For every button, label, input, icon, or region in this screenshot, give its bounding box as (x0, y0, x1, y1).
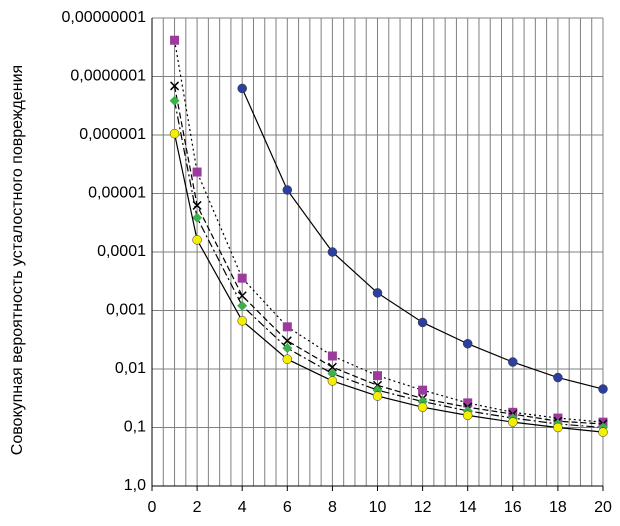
marker (417, 402, 428, 412)
marker (598, 417, 608, 427)
series-line (173, 40, 604, 423)
marker (170, 35, 180, 45)
marker (598, 427, 608, 437)
marker (282, 354, 293, 364)
y-tick-label: 0,000001 (79, 126, 146, 143)
marker (282, 343, 293, 354)
marker (192, 212, 203, 223)
x-tick-label: 8 (328, 499, 337, 516)
marker (169, 95, 180, 106)
x-tick-label: 4 (238, 499, 247, 516)
marker (192, 167, 202, 177)
marker (553, 413, 563, 423)
x-tick-label: 10 (369, 499, 387, 516)
marker (327, 368, 338, 379)
marker (553, 422, 563, 433)
y-axis-title: Совокупная вероятность усталостного повр… (9, 65, 26, 455)
x-tick-label: 12 (414, 499, 432, 516)
y-tick-label: 0,0000001 (70, 68, 146, 85)
marker (237, 316, 247, 326)
marker (508, 417, 518, 427)
marker (417, 317, 428, 328)
marker (462, 338, 473, 349)
marker (372, 391, 383, 401)
marker (418, 385, 428, 395)
x-tick-label: 6 (283, 499, 292, 516)
x-tick-label: 2 (193, 499, 202, 516)
y-tick-label: 0,001 (106, 302, 146, 319)
y-tick-label: 0,01 (115, 360, 146, 377)
marker (237, 300, 248, 311)
marker (508, 357, 518, 367)
marker (169, 128, 180, 139)
y-tick-label: 0,00001 (88, 185, 146, 202)
marker (237, 291, 247, 301)
marker (462, 410, 473, 421)
marker (463, 398, 473, 408)
marker (192, 235, 202, 245)
y-tick-label: 0,00000001 (61, 9, 146, 26)
marker (282, 336, 292, 346)
y-tick-label: 0,0001 (97, 243, 146, 260)
marker (282, 185, 293, 195)
marker (237, 83, 247, 94)
marker (237, 273, 247, 283)
x-tick-label: 14 (459, 499, 477, 516)
marker (327, 362, 337, 372)
x-tick-label: 0 (148, 499, 157, 516)
marker (282, 322, 292, 332)
x-tick-label: 18 (549, 499, 567, 516)
marker (373, 371, 382, 381)
marker (372, 288, 383, 298)
marker (598, 384, 608, 394)
marker (508, 407, 518, 417)
y-tick-label: 1,0 (124, 477, 146, 494)
marker (327, 351, 337, 361)
marker (170, 81, 180, 91)
marker (553, 372, 563, 383)
x-tick-label: 20 (594, 499, 612, 516)
marker (327, 247, 338, 257)
marker (327, 376, 338, 386)
x-tick-label: 16 (504, 499, 522, 516)
y-tick-label: 0,1 (124, 419, 146, 436)
